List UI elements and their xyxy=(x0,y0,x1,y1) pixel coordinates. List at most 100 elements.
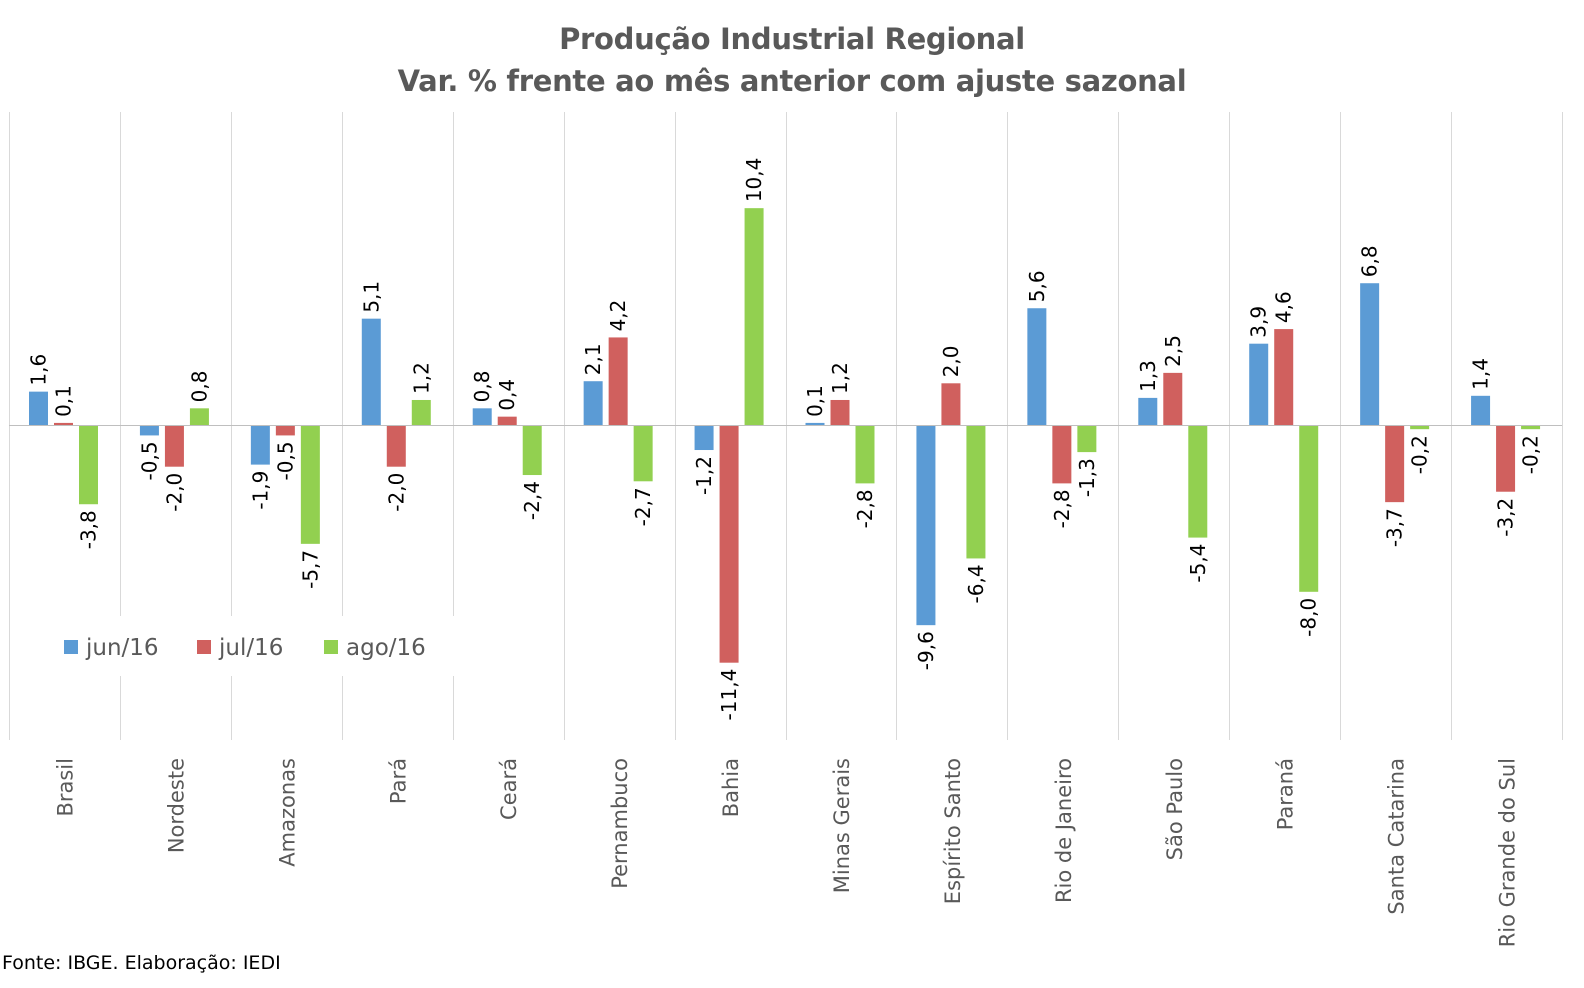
bar xyxy=(1027,308,1047,425)
category-label: Brasil xyxy=(53,758,77,817)
category-label: São Paulo xyxy=(1163,758,1187,860)
data-label: -0,5 xyxy=(137,441,161,480)
category-label: Ceará xyxy=(497,758,521,820)
data-label: 6,8 xyxy=(1358,245,1382,277)
bar xyxy=(300,425,320,544)
data-label: -1,9 xyxy=(248,471,272,510)
category-label: Bahia xyxy=(719,758,743,817)
bar xyxy=(608,337,628,425)
data-label: 2,1 xyxy=(581,343,605,375)
legend-label: jun/16 xyxy=(85,635,159,661)
data-label: 3,9 xyxy=(1247,306,1271,338)
bar xyxy=(1274,329,1294,425)
bar xyxy=(361,318,381,425)
data-label: 1,2 xyxy=(409,362,433,394)
bar xyxy=(522,425,542,476)
data-label: -2,7 xyxy=(631,487,655,526)
bar xyxy=(54,422,73,425)
data-label: 0,1 xyxy=(52,385,76,417)
bar xyxy=(1471,395,1491,425)
data-label: -2,8 xyxy=(853,489,877,528)
bar xyxy=(189,408,209,425)
bar xyxy=(1249,343,1269,425)
category-label: Nordeste xyxy=(164,758,188,853)
bar xyxy=(1052,425,1072,484)
data-label: 0,4 xyxy=(495,379,519,411)
bar xyxy=(744,208,764,425)
bar xyxy=(1138,397,1158,425)
bar xyxy=(1077,425,1097,453)
bar xyxy=(633,425,653,482)
data-label: -5,7 xyxy=(298,550,322,589)
bar xyxy=(472,408,492,425)
bar xyxy=(583,381,603,425)
bar xyxy=(1360,283,1380,425)
category-label: Rio Grande do Sul xyxy=(1496,758,1520,947)
data-label: -9,6 xyxy=(914,631,938,670)
bar xyxy=(1188,425,1208,538)
bar xyxy=(1163,372,1183,425)
data-label: 1,6 xyxy=(27,354,51,386)
data-label: 0,8 xyxy=(470,371,494,403)
data-label: 0,1 xyxy=(803,385,827,417)
data-label: -6,4 xyxy=(964,564,988,603)
data-label: -2,4 xyxy=(520,481,544,520)
bar xyxy=(941,383,961,425)
data-label: -11,4 xyxy=(717,669,741,721)
data-label: 5,6 xyxy=(1025,270,1049,302)
category-label: Minas Gerais xyxy=(830,758,854,893)
data-label: 0,8 xyxy=(187,371,211,403)
data-label: -2,8 xyxy=(1050,489,1074,528)
bar xyxy=(164,425,184,467)
data-label: 2,0 xyxy=(939,345,963,377)
legend-swatch xyxy=(64,640,78,654)
bar xyxy=(386,425,406,467)
bar xyxy=(79,425,98,505)
category-label: Pernambuco xyxy=(608,758,632,889)
bar xyxy=(497,416,517,425)
bar xyxy=(805,422,825,425)
category-label: Paraná xyxy=(1274,758,1298,830)
category-label: Santa Catarina xyxy=(1385,758,1409,915)
bar xyxy=(1496,425,1516,492)
bar xyxy=(1410,425,1430,430)
data-label: 4,6 xyxy=(1272,291,1296,323)
data-label: 2,5 xyxy=(1161,335,1185,367)
data-label: -5,4 xyxy=(1186,544,1210,583)
data-label: 4,2 xyxy=(606,300,630,332)
bar xyxy=(411,399,431,425)
bar xyxy=(855,425,875,484)
data-label: 1,2 xyxy=(828,362,852,394)
data-label: -3,7 xyxy=(1383,508,1407,547)
bar xyxy=(275,425,295,436)
bar xyxy=(719,425,739,663)
bar xyxy=(250,425,270,465)
data-label: -1,3 xyxy=(1075,458,1099,497)
bar xyxy=(1521,425,1541,430)
data-label: 1,3 xyxy=(1136,360,1160,392)
data-label: 10,4 xyxy=(742,158,766,203)
bar xyxy=(916,425,936,626)
category-label: Pará xyxy=(386,758,410,804)
data-label: -8,0 xyxy=(1297,598,1321,637)
category-label: Espírito Santo xyxy=(941,758,965,904)
legend-swatch xyxy=(324,640,338,654)
category-label: Amazonas xyxy=(275,758,299,867)
bar xyxy=(139,425,159,436)
bar xyxy=(694,425,714,451)
legend-background xyxy=(14,616,454,676)
bar xyxy=(1299,425,1319,592)
source-note: Fonte: IBGE. Elaboração: IEDI xyxy=(2,952,281,974)
bar xyxy=(830,399,850,425)
bar xyxy=(29,391,48,425)
bar xyxy=(1385,425,1405,503)
legend-label: ago/16 xyxy=(346,635,426,661)
bar xyxy=(966,425,986,559)
data-label: -3,8 xyxy=(77,510,101,549)
data-label: -0,5 xyxy=(273,441,297,480)
legend-label: jul/16 xyxy=(218,635,283,661)
data-label: -3,2 xyxy=(1494,498,1518,537)
chart-title: Produção Industrial Regional xyxy=(559,22,1025,56)
